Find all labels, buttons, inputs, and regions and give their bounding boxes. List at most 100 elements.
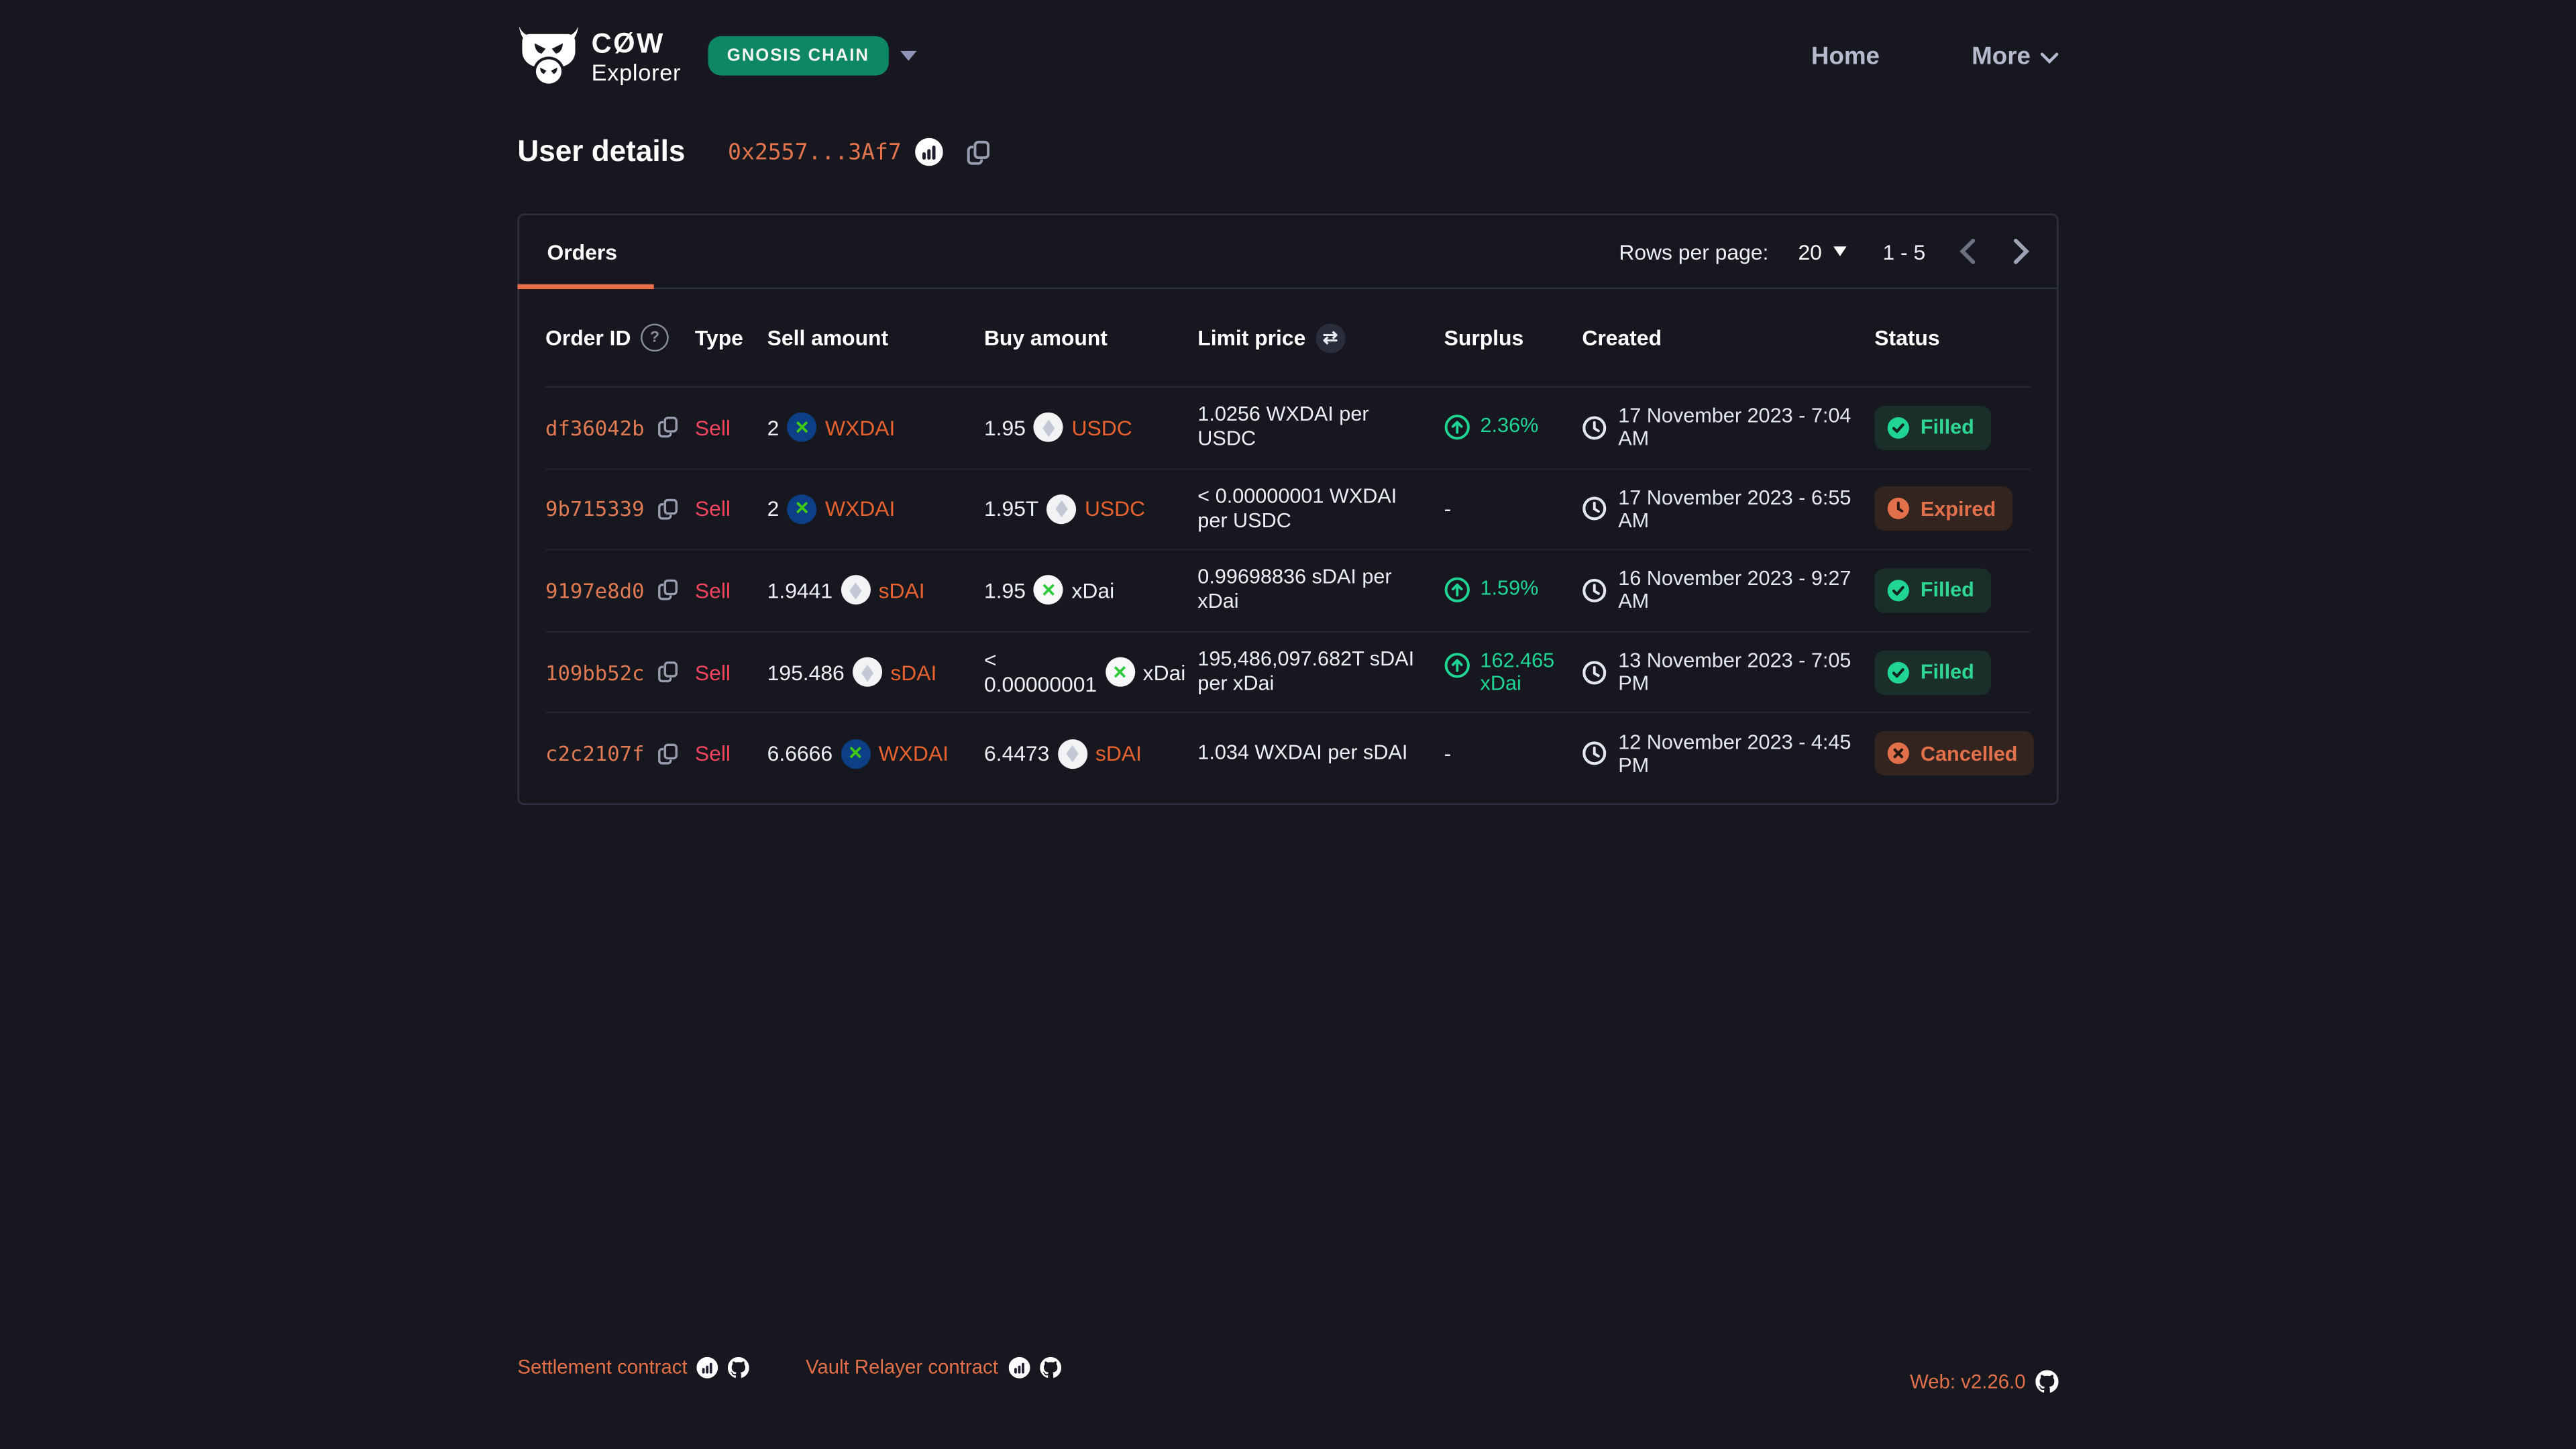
nav-home-link[interactable]: Home (1811, 42, 1880, 70)
sell-amount-value: 6.6666 (767, 741, 833, 766)
github-icon[interactable] (2035, 1370, 2059, 1393)
order-id-link[interactable]: 109bb52c (545, 659, 645, 685)
sell-token-link[interactable]: sDAI (890, 659, 937, 685)
buy-token-link[interactable]: sDAI (1095, 741, 1142, 766)
limit-price: 1.034 WXDAI per sDAI (1197, 741, 1408, 765)
surplus-cell: 2.36% (1444, 415, 1582, 441)
network-selector-badge[interactable]: GNOSIS CHAIN (707, 36, 890, 76)
cow-explorer-logo[interactable]: CØW Explorer (517, 25, 681, 87)
created-cell: 17 November 2023 - 6:55 AM (1582, 486, 1874, 532)
rows-per-page-select[interactable]: 20 (1798, 239, 1847, 264)
limit-price: 0.99698836 sDAI per xDai (1197, 566, 1392, 614)
help-icon[interactable] (641, 323, 669, 352)
created-cell: 17 November 2023 - 7:04 AM (1582, 405, 1874, 451)
block-explorer-icon[interactable] (697, 1356, 719, 1378)
invert-price-icon[interactable] (1316, 323, 1346, 353)
buy-amount-value: 1.95 (983, 578, 1026, 603)
sell-amount-value: 195.486 (767, 659, 845, 685)
created-value: 12 November 2023 - 4:45 PM (1618, 730, 1851, 777)
created-cell: 16 November 2023 - 9:27 AM (1582, 568, 1874, 614)
prev-page-button[interactable] (1955, 235, 1980, 268)
clock-solid-icon (1886, 496, 1911, 521)
sell-token-link[interactable]: sDAI (878, 578, 925, 603)
buy-token-link[interactable]: USDC (1071, 415, 1132, 440)
order-type: Sell (694, 659, 731, 685)
vault-relayer-contract-link[interactable]: Vault Relayer contract (805, 1355, 998, 1379)
table-header-row: Order ID Type Sell amount Buy amount Lim… (545, 289, 2031, 388)
copy-order-id-icon[interactable] (657, 661, 679, 684)
created-cell: 12 November 2023 - 4:45 PM (1582, 731, 1874, 777)
check-circle-icon (1886, 659, 1911, 684)
nav-more-menu[interactable]: More (1972, 42, 2059, 70)
xdai-token-icon (1034, 576, 1064, 606)
site-footer: Settlement contract Vault Relayer contra… (517, 1355, 2059, 1393)
site-header: CØW Explorer GNOSIS CHAIN Home More (0, 0, 2576, 112)
top-nav: Home More (1811, 42, 2059, 70)
column-header-limit-price: Limit price (1197, 325, 1306, 350)
copy-order-id-icon[interactable] (657, 416, 679, 439)
github-icon[interactable] (1039, 1356, 1061, 1378)
column-header-sell-amount: Sell amount (767, 325, 889, 350)
column-header-order-id: Order ID (545, 325, 631, 350)
clock-icon (1582, 741, 1607, 766)
tab-orders[interactable]: Orders (517, 215, 653, 290)
wxdai-token-icon (841, 739, 871, 769)
buy-amount-value: < 0.00000001 (983, 647, 1097, 697)
web-version-link[interactable]: Web: v2.26.0 (1909, 1370, 2026, 1393)
order-type: Sell (694, 741, 731, 766)
sell-token-link[interactable]: WXDAI (824, 496, 896, 522)
wxdai-token-icon (787, 494, 817, 524)
page-range: 1 - 5 (1882, 239, 1926, 264)
usdc-token-icon (1046, 494, 1077, 524)
column-header-created: Created (1582, 325, 1662, 350)
surplus-cell: 1.59% (1444, 578, 1582, 604)
surplus-value: 1.59% (1480, 577, 1539, 601)
order-id-link[interactable]: c2c2107f (545, 741, 645, 766)
buy-token-link[interactable]: USDC (1084, 496, 1146, 522)
page-title: User details (517, 134, 686, 168)
settlement-contract-link[interactable]: Settlement contract (517, 1355, 688, 1379)
order-id-link[interactable]: 9b715339 (545, 496, 645, 522)
next-page-button[interactable] (2009, 235, 2034, 268)
github-icon[interactable] (728, 1356, 750, 1378)
buy-amount-value: 1.95 (983, 415, 1026, 440)
buy-amount-value: 1.95T (983, 496, 1039, 522)
clock-icon (1582, 659, 1607, 684)
logo-text-cow: CØW (591, 27, 665, 58)
copy-order-id-icon[interactable] (657, 579, 679, 602)
surplus-value: 2.36% (1480, 414, 1539, 438)
created-value: 17 November 2023 - 7:04 AM (1618, 405, 1851, 451)
clock-icon (1582, 578, 1607, 603)
column-header-buy-amount: Buy amount (983, 325, 1108, 350)
surplus-value: - (1444, 741, 1452, 766)
status-badge: Expired (1874, 486, 2012, 531)
sell-token-link[interactable]: WXDAI (878, 741, 949, 766)
copy-order-id-icon[interactable] (657, 742, 679, 765)
logo-text-explorer: Explorer (591, 58, 682, 85)
order-id-link[interactable]: 9197e8d0 (545, 578, 645, 603)
column-header-status: Status (1874, 325, 1940, 350)
status-badge: Filled (1874, 405, 1991, 450)
title-row: User details 0x2557...3Af7 (517, 135, 2058, 169)
copy-order-id-icon[interactable] (657, 498, 679, 521)
copy-address-icon[interactable] (965, 139, 990, 165)
pagination-controls: Rows per page: 20 1 - 5 (1619, 235, 2057, 268)
clock-icon (1582, 415, 1607, 440)
block-explorer-icon[interactable] (1008, 1356, 1030, 1378)
check-circle-icon (1886, 578, 1911, 603)
created-value: 13 November 2023 - 7:05 PM (1618, 649, 1851, 696)
status-badge: Filled (1874, 568, 1991, 613)
status-badge: Filled (1874, 649, 1991, 694)
check-circle-icon (1886, 415, 1911, 440)
surplus-value: 162.465 xDai (1480, 649, 1555, 696)
orders-panel: Orders Rows per page: 20 1 - 5 (517, 213, 2059, 806)
sell-token-link[interactable]: WXDAI (824, 415, 896, 440)
usdc-token-icon (1034, 413, 1064, 443)
chevron-right-icon (2013, 238, 2029, 264)
block-explorer-icon[interactable] (914, 138, 943, 166)
sell-amount-value: 1.9441 (767, 578, 833, 603)
network-chevron-down-icon[interactable] (900, 50, 917, 61)
created-value: 16 November 2023 - 9:27 AM (1618, 568, 1851, 614)
order-id-link[interactable]: df36042b (545, 415, 645, 440)
